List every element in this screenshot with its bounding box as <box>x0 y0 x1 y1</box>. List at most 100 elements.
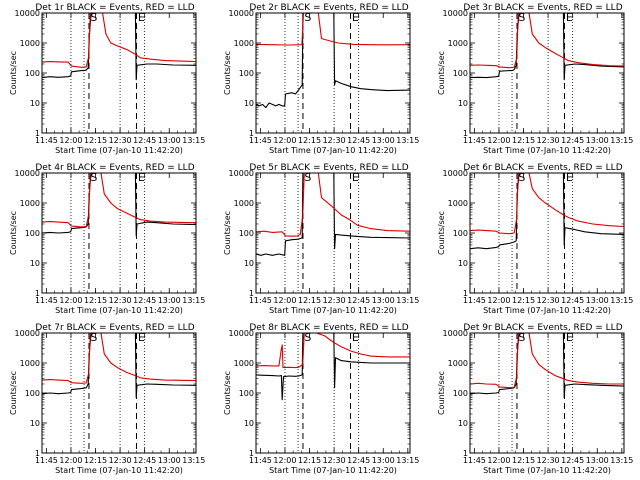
x-tick-label: 12:00 <box>487 296 510 305</box>
y-tick-label: 1 <box>35 449 40 458</box>
x-tick-label: 13:15 <box>182 456 205 465</box>
y-axis-label: Counts/sec <box>223 211 232 255</box>
y-tick-label: 1000 <box>234 359 254 368</box>
y-tick-label: 1 <box>249 289 254 298</box>
x-tick-label: 13:00 <box>372 296 395 305</box>
x-tick-label: 13:00 <box>586 296 609 305</box>
end-marker-label: E <box>138 171 145 184</box>
panel-title: Det 5r BLACK = Events, RED = LLD <box>249 163 408 173</box>
y-axis-label: Counts/sec <box>437 371 446 415</box>
x-tick-label: 13:15 <box>610 136 633 145</box>
end-marker-label: E <box>566 331 573 344</box>
x-tick-label: 13:00 <box>158 136 181 145</box>
y-tick-label: 1 <box>249 449 254 458</box>
x-tick-label: 12:30 <box>537 296 560 305</box>
end-marker-label: E <box>138 11 145 24</box>
y-tick-label: 1 <box>463 129 468 138</box>
end-marker-label: E <box>352 171 359 184</box>
x-tick-label: 12:30 <box>323 136 346 145</box>
x-tick-label: 12:30 <box>109 456 132 465</box>
series-group <box>470 13 624 81</box>
x-tick-label: 12:00 <box>59 136 82 145</box>
y-tick-label: 1 <box>35 129 40 138</box>
start-marker-label: S <box>304 331 311 344</box>
y-tick-label: 10000 <box>15 329 40 338</box>
y-tick-label: 100 <box>25 69 40 78</box>
y-tick-label: 10000 <box>229 9 254 18</box>
x-axis-label: Start Time (07-Jan-10 11:42:20) <box>483 146 611 155</box>
lld-series-line <box>42 13 196 68</box>
x-tick-label: 12:45 <box>347 136 370 145</box>
y-tick-label: 10000 <box>15 169 40 178</box>
y-axis-label: Counts/sec <box>9 51 18 95</box>
x-tick-label: 13:00 <box>158 456 181 465</box>
y-tick-label: 10 <box>30 99 40 108</box>
x-axis-label: Start Time (07-Jan-10 11:42:20) <box>269 146 397 155</box>
x-tick-label: 12:30 <box>109 296 132 305</box>
events-series-line <box>256 13 410 109</box>
events-series-line <box>256 333 410 401</box>
end-marker-label: E <box>138 331 145 344</box>
end-marker-label: E <box>566 171 573 184</box>
start-marker-label: S <box>304 171 311 184</box>
panel-title: Det 4r BLACK = Events, RED = LLD <box>35 163 194 173</box>
start-marker-label: S <box>518 11 525 24</box>
x-tick-label: 12:30 <box>537 136 560 145</box>
y-tick-label: 1000 <box>448 199 468 208</box>
x-axis-label: Start Time (07-Jan-10 11:42:20) <box>55 466 183 475</box>
y-axis-label: Counts/sec <box>437 51 446 95</box>
x-tick-label: 12:15 <box>512 456 535 465</box>
y-tick-label: 10 <box>30 259 40 268</box>
y-tick-label: 10 <box>458 99 468 108</box>
y-tick-label: 100 <box>453 389 468 398</box>
y-tick-label: 1000 <box>448 359 468 368</box>
x-tick-label: 12:30 <box>537 456 560 465</box>
x-tick-label: 11:45 <box>249 456 272 465</box>
end-marker-label: E <box>352 11 359 24</box>
x-tick-label: 13:15 <box>610 296 633 305</box>
y-tick-label: 10000 <box>443 9 468 18</box>
lld-series-line <box>256 13 410 46</box>
x-axis-label: Start Time (07-Jan-10 11:42:20) <box>483 466 611 475</box>
x-tick-label: 12:00 <box>59 296 82 305</box>
y-axis-label: Counts/sec <box>437 211 446 255</box>
start-marker-label: S <box>90 171 97 184</box>
x-tick-label: 12:30 <box>323 296 346 305</box>
x-tick-label: 12:45 <box>561 456 584 465</box>
lld-series-line <box>256 173 410 237</box>
y-tick-label: 1 <box>463 289 468 298</box>
series-group <box>42 333 196 399</box>
x-tick-label: 12:15 <box>84 136 107 145</box>
y-tick-label: 1 <box>35 289 40 298</box>
y-axis-label: Counts/sec <box>9 371 18 415</box>
lld-series-line <box>470 333 624 389</box>
x-tick-label: 12:15 <box>84 296 107 305</box>
x-tick-label: 12:30 <box>323 456 346 465</box>
series-group <box>42 13 196 81</box>
x-tick-label: 11:45 <box>35 136 58 145</box>
x-axis-label: Start Time (07-Jan-10 11:42:20) <box>55 306 183 315</box>
series-group <box>42 173 196 237</box>
y-tick-label: 100 <box>25 229 40 238</box>
x-tick-label: 13:00 <box>372 456 395 465</box>
start-marker-label: S <box>518 171 525 184</box>
y-tick-label: 100 <box>239 389 254 398</box>
start-marker-label: S <box>518 331 525 344</box>
x-tick-label: 11:45 <box>463 456 486 465</box>
x-tick-label: 13:15 <box>396 296 419 305</box>
panel-title: Det 1r BLACK = Events, RED = LLD <box>35 3 194 13</box>
x-tick-label: 13:00 <box>586 456 609 465</box>
y-tick-label: 1000 <box>448 39 468 48</box>
lld-series-line <box>42 333 196 384</box>
events-series-line <box>256 173 410 256</box>
panel-title: Det 6r BLACK = Events, RED = LLD <box>463 163 622 173</box>
x-tick-label: 12:00 <box>273 296 296 305</box>
x-axis-label: Start Time (07-Jan-10 11:42:20) <box>483 306 611 315</box>
x-tick-label: 12:15 <box>298 136 321 145</box>
panel-title: Det 2r BLACK = Events, RED = LLD <box>249 3 408 13</box>
